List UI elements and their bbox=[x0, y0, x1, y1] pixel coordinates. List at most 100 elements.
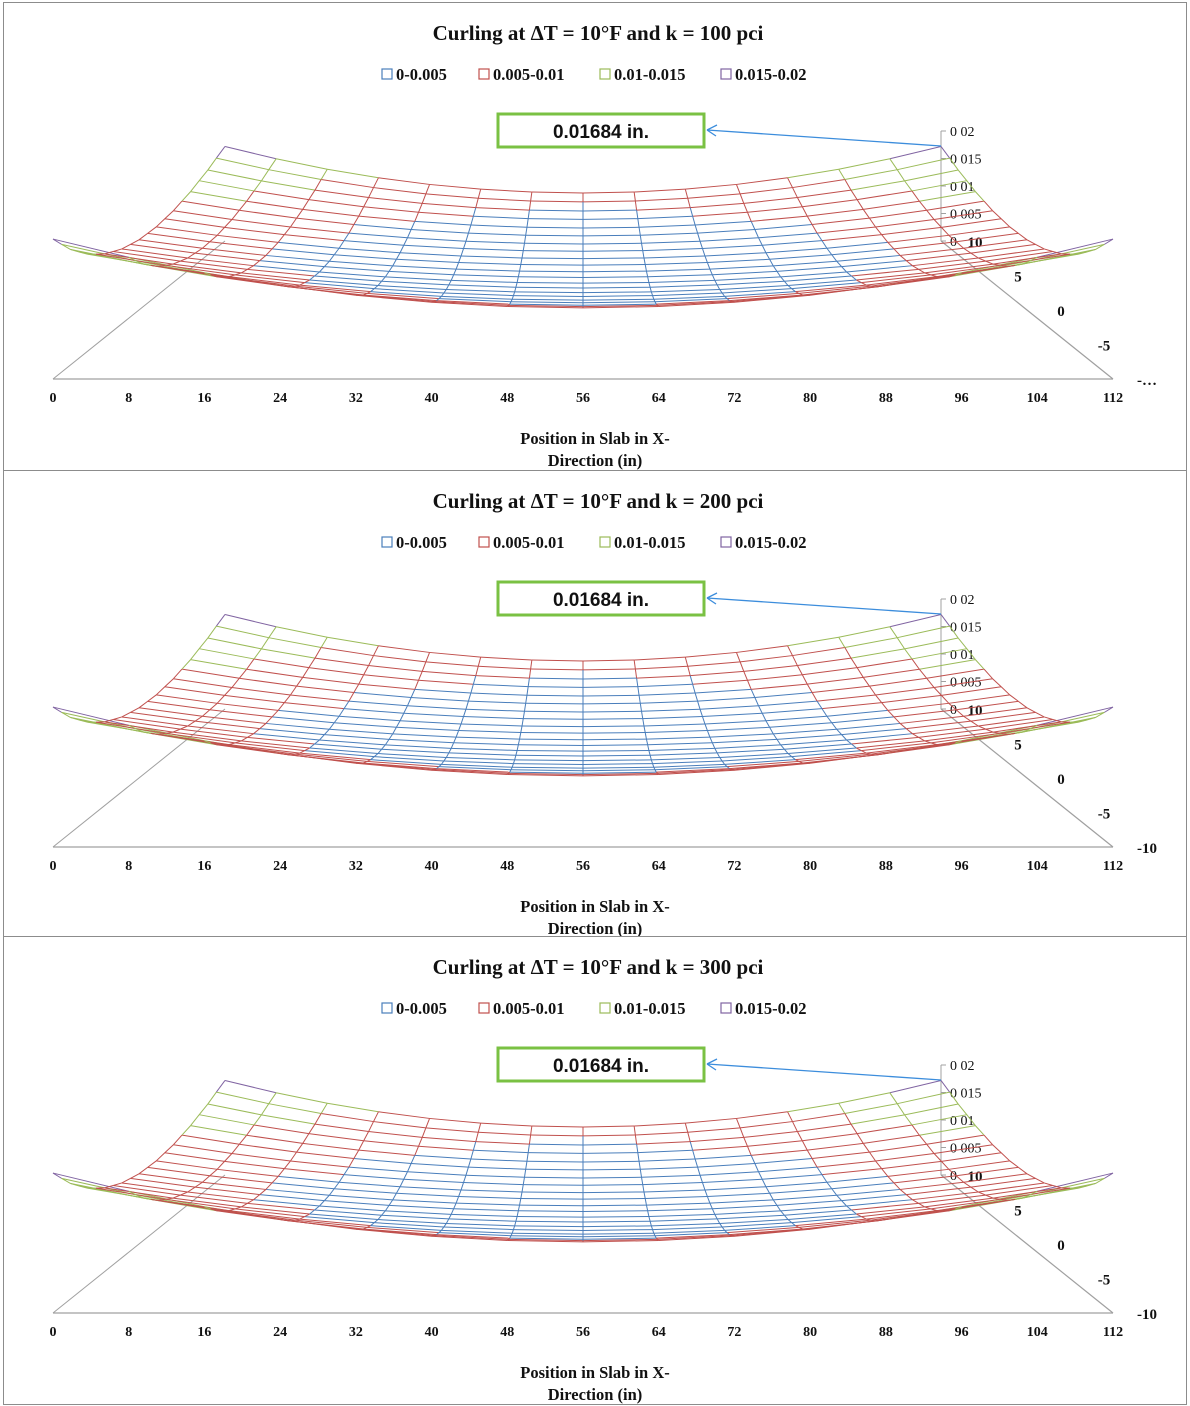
mesh-segment-x bbox=[582, 738, 647, 741]
mesh-segment-x bbox=[869, 209, 927, 219]
mesh-segment-y bbox=[719, 1223, 723, 1228]
mesh-segment-y bbox=[637, 218, 640, 228]
mesh-segment-y bbox=[641, 711, 644, 719]
mesh-segment-y bbox=[963, 247, 972, 254]
mesh-segment-x bbox=[643, 723, 705, 727]
mesh-segment-y bbox=[699, 709, 703, 717]
mesh-segment-x bbox=[95, 721, 166, 734]
mesh-segment-y bbox=[787, 177, 793, 188]
mesh-segment-x bbox=[754, 1158, 813, 1165]
mesh-segment-x bbox=[431, 1235, 508, 1242]
mesh-segment-y bbox=[806, 215, 813, 225]
arrow-head-icon bbox=[706, 124, 718, 137]
mesh-segment-x bbox=[515, 286, 584, 289]
mesh-segment-x bbox=[259, 260, 325, 268]
mesh-segment-y bbox=[338, 1174, 345, 1183]
x-tick-label: 56 bbox=[576, 1325, 590, 1340]
mesh-segment-y bbox=[210, 1208, 217, 1212]
mesh-segment-y bbox=[277, 1168, 285, 1177]
mesh-segment-y bbox=[642, 1184, 645, 1193]
mesh-segment-x bbox=[936, 733, 1008, 746]
mesh-segment-y bbox=[716, 752, 721, 758]
mesh-segment-x bbox=[468, 700, 526, 704]
mesh-segment-x bbox=[863, 1134, 920, 1144]
mesh-segment-y bbox=[747, 680, 752, 690]
x-tick-label: 80 bbox=[803, 859, 817, 874]
mesh-segment-x bbox=[392, 733, 457, 738]
mesh-segment-x bbox=[327, 168, 379, 179]
mesh-segment-x bbox=[147, 1166, 210, 1177]
mesh-segment-y bbox=[465, 1166, 469, 1176]
mesh-segment-y bbox=[896, 169, 906, 182]
mesh-segment-x bbox=[329, 260, 393, 267]
mesh-segment-x bbox=[582, 1176, 642, 1179]
mesh-segment-x bbox=[334, 254, 397, 260]
mesh-segment-x bbox=[531, 191, 584, 194]
mesh-segment-y bbox=[104, 1184, 114, 1189]
legend-label-1: 0-0.005 bbox=[396, 999, 447, 1018]
mesh-segment-x bbox=[414, 220, 471, 226]
mesh-segment-x bbox=[253, 265, 320, 273]
mesh-segment-x bbox=[202, 715, 266, 724]
mesh-segment-x bbox=[165, 264, 236, 276]
mesh-segment-y bbox=[1018, 1166, 1028, 1175]
mesh-segment-x bbox=[906, 252, 971, 262]
mesh-segment-x bbox=[339, 715, 401, 722]
mesh-segment-x bbox=[948, 226, 1010, 236]
mesh-segment-x bbox=[368, 1131, 423, 1138]
callout-box bbox=[496, 580, 706, 617]
mesh-segment-y bbox=[155, 1152, 166, 1162]
mesh-segment-y bbox=[388, 733, 394, 740]
mesh-segment-y bbox=[527, 1144, 530, 1153]
mesh-segment-x bbox=[463, 1182, 524, 1186]
mesh-segment-x bbox=[396, 258, 459, 264]
mesh-segment-y bbox=[689, 207, 694, 217]
surface-mesh bbox=[52, 1079, 1114, 1243]
mesh-segment-x bbox=[582, 276, 648, 278]
mesh-segment-x bbox=[784, 275, 852, 282]
mesh-segment-x bbox=[642, 248, 703, 252]
mesh-segment-x bbox=[456, 268, 520, 272]
mesh-segment-x bbox=[722, 1222, 792, 1228]
mesh-segment-x bbox=[866, 744, 938, 754]
mesh-segment-x bbox=[173, 1144, 232, 1154]
mesh-segment-x bbox=[289, 754, 364, 764]
mesh-segment-y bbox=[926, 677, 935, 688]
x-tick-label: 96 bbox=[955, 1325, 969, 1340]
mesh-segment-x bbox=[366, 1226, 439, 1234]
mesh-segment-y bbox=[838, 168, 846, 180]
mesh-segment-y bbox=[765, 1186, 771, 1194]
mesh-segment-x bbox=[582, 242, 642, 245]
mesh-segment-y bbox=[290, 685, 297, 696]
mesh-segment-x bbox=[635, 197, 688, 202]
mesh-segment-x bbox=[414, 1154, 471, 1160]
mesh-segment-y bbox=[653, 299, 656, 302]
mesh-segment-x bbox=[418, 1145, 474, 1151]
mesh-segment-y bbox=[338, 240, 345, 249]
mesh-segment-y bbox=[238, 200, 248, 211]
mesh-segment-y bbox=[128, 256, 137, 262]
mesh-segment-x bbox=[765, 715, 827, 722]
mesh-segment-x bbox=[522, 1191, 584, 1194]
mesh-segment-y bbox=[514, 755, 517, 761]
mesh-segment-y bbox=[363, 1131, 370, 1141]
mesh-segment-y bbox=[215, 146, 226, 159]
mesh-segment-x bbox=[363, 1140, 419, 1147]
mesh-segment-y bbox=[729, 300, 733, 302]
mesh-segment-x bbox=[526, 694, 584, 697]
mesh-segment-y bbox=[314, 1113, 322, 1125]
y-tick-label: -10 bbox=[1137, 841, 1157, 857]
mesh-segment-x bbox=[956, 700, 1019, 711]
mesh-segment-y bbox=[445, 752, 450, 758]
mesh-segment-x bbox=[769, 254, 832, 260]
mesh-segment-x bbox=[363, 762, 437, 770]
mesh-segment-x bbox=[528, 686, 584, 688]
mesh-segment-y bbox=[850, 189, 858, 200]
mesh-segment-x bbox=[821, 1168, 882, 1176]
mesh-segment-y bbox=[970, 252, 979, 259]
mesh-segment-y bbox=[841, 734, 847, 741]
mesh-segment-x bbox=[762, 708, 823, 714]
x-tick-label: 72 bbox=[727, 859, 741, 874]
x-tick-label: 80 bbox=[803, 1325, 817, 1340]
mesh-segment-x bbox=[418, 211, 474, 217]
